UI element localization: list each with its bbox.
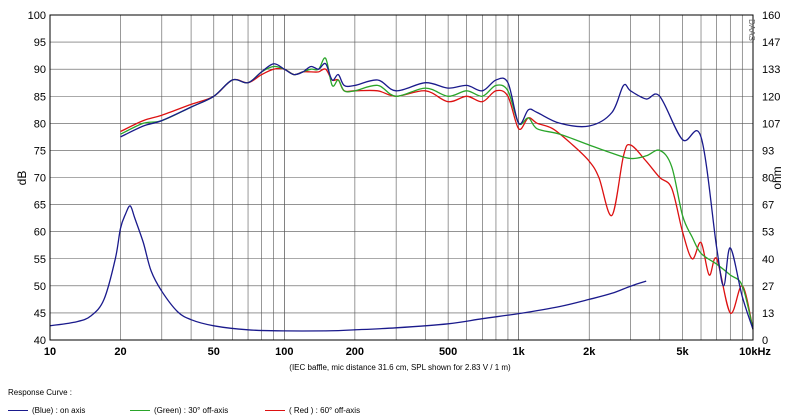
y-tick-label-right: 147 bbox=[762, 37, 780, 49]
legend-swatch-red bbox=[265, 410, 285, 412]
x-tick-label: 1k bbox=[513, 346, 526, 358]
y-tick-label-left: 80 bbox=[34, 118, 46, 130]
x-tick-label: 5k bbox=[676, 346, 689, 358]
y-tick-label-right: 107 bbox=[762, 118, 780, 130]
plot-frame bbox=[49, 14, 754, 341]
series-line-1 bbox=[120, 57, 754, 330]
impedance-curve bbox=[49, 205, 647, 332]
series-line-2 bbox=[120, 67, 754, 330]
y-tick-label-left: 45 bbox=[34, 308, 46, 320]
x-tick-label: 100 bbox=[275, 346, 293, 358]
right-axis-ticks: 160 147 133 120 107 93 80 67 53 40 27 13 0 bbox=[762, 10, 780, 347]
y-tick-label-left: 70 bbox=[34, 173, 46, 185]
y-tick-label-right: 120 bbox=[762, 91, 780, 103]
legend-label: (Green) : 30° off-axis bbox=[154, 406, 229, 415]
x-tick-label: 2k bbox=[583, 346, 596, 358]
y-tick-label-left: 60 bbox=[34, 227, 46, 239]
watermark: DAAS bbox=[747, 19, 756, 41]
x-tick-label: 10kHz bbox=[739, 346, 771, 358]
legend-item-blue: (Blue) : on axis bbox=[8, 406, 85, 415]
y-tick-label-right: 93 bbox=[762, 145, 774, 157]
y-tick-label-right: 27 bbox=[762, 281, 774, 293]
left-axis-ticks: 100 95 90 85 80 75 70 65 60 55 50 45 40 bbox=[28, 10, 46, 347]
x-tick-label: 10 bbox=[44, 346, 56, 358]
y-tick-label-left: 95 bbox=[34, 37, 46, 49]
x-tick-label: 20 bbox=[114, 346, 126, 358]
legend-item-green: (Green) : 30° off-axis bbox=[130, 406, 228, 415]
y-tick-label-right: 40 bbox=[762, 254, 774, 266]
legend-label: (Blue) : on axis bbox=[32, 406, 86, 415]
x-axis-ticks: 10 20 50 100 200 500 1k 2k 5k 10kHz bbox=[44, 346, 772, 358]
right-axis-label: ohm bbox=[770, 166, 784, 189]
y-tick-label-left: 75 bbox=[34, 145, 46, 157]
x-tick-label: 50 bbox=[208, 346, 220, 358]
legend-title: Response Curve : bbox=[8, 388, 73, 397]
y-tick-label-right: 80 bbox=[762, 173, 774, 185]
y-tick-label-left: 90 bbox=[34, 64, 46, 76]
x-tick-label: 500 bbox=[439, 346, 457, 358]
series-lines bbox=[49, 57, 754, 332]
y-tick-label-right: 13 bbox=[762, 308, 774, 320]
left-axis-label: dB bbox=[15, 171, 29, 186]
y-tick-label-right: 160 bbox=[762, 10, 780, 22]
y-tick-label-left: 55 bbox=[34, 254, 46, 266]
y-tick-label-right: 67 bbox=[762, 200, 774, 212]
y-tick-label-right: 0 bbox=[762, 335, 768, 347]
legend-item-red: ( Red ) : 60° off-axis bbox=[265, 406, 360, 415]
legend-label: ( Red ) : 60° off-axis bbox=[289, 406, 361, 415]
y-tick-label-left: 40 bbox=[34, 335, 46, 347]
series-line-0 bbox=[120, 62, 754, 330]
y-tick-label-left: 50 bbox=[34, 281, 46, 293]
x-tick-label: 200 bbox=[346, 346, 364, 358]
y-tick-label-right: 53 bbox=[762, 227, 774, 239]
footnote: (IEC baffle, mic distance 31.6 cm, SPL s… bbox=[289, 363, 511, 372]
legend-swatch-green bbox=[130, 410, 150, 412]
y-tick-label-left: 100 bbox=[28, 10, 46, 22]
legend-swatch-blue bbox=[8, 410, 28, 412]
y-tick-label-right: 133 bbox=[762, 64, 780, 76]
y-tick-label-left: 65 bbox=[34, 200, 46, 212]
grid bbox=[50, 15, 753, 340]
y-tick-label-left: 85 bbox=[34, 91, 46, 103]
